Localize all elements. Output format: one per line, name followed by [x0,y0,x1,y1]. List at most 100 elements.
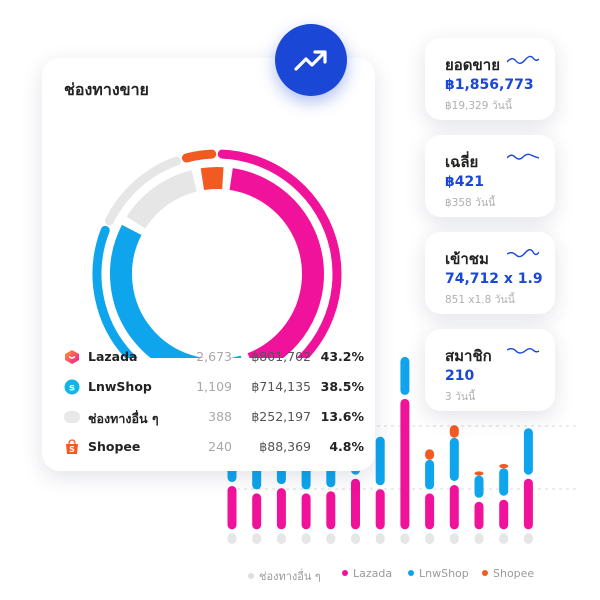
bar-LnwShop [499,468,509,496]
channel-amount: ฿252,197 [251,409,311,424]
bar-Shopee [499,464,509,469]
bar-ช่องทางอื่น ๆ [326,533,336,544]
stat-value: 210 [445,368,475,384]
channel-percent: 13.6% [320,409,364,424]
stat-today: 851 x1.8 วันนี้ [445,294,515,306]
channels-title: ช่องทางขาย [64,80,149,99]
shopee-icon: S [66,439,78,454]
bar-Shopee [474,471,484,476]
bar-ช่องทางอื่น ๆ [301,533,311,544]
stat-title: เข้าชม [445,250,489,268]
bar-ช่องทางอื่น ๆ [252,533,262,544]
stat-card-members[interactable]: สมาชิก 210 3 วันนี้ [425,329,555,411]
bar-Lazada [227,486,237,530]
donut-slice-inner-Shopee[interactable] [200,167,224,191]
channel-row-shopee[interactable]: S Shopee 240 ฿88,369 4.8% [64,436,364,458]
bar-Lazada [400,398,410,530]
bar-ช่องทางอื่น ๆ [400,533,410,544]
sparkline-icon [507,153,539,160]
legend-item-other: ช่องทางอื่น ๆ [248,567,321,585]
bar-Lazada [326,491,336,530]
channel-row-lazada[interactable]: Lazada 2,673 ฿801,702 43.2% [64,346,364,368]
legend-item-lazada: Lazada [342,567,392,580]
bar-Lazada [523,478,533,530]
stat-card-visits[interactable]: เข้าชม 74,712 x 1.9 851 x1.8 วันนี้ [425,232,555,314]
bar-ช่องทางอื่น ๆ [227,533,237,544]
channel-row-lnwshop[interactable]: s LnwShop 1,109 ฿714,135 38.5% [64,376,364,398]
channel-name: Lazada [88,349,138,364]
channel-amount: ฿88,369 [259,439,311,454]
trending-up-icon [294,50,327,71]
other-channel-icon [64,411,80,423]
bar-Shopee [425,449,435,460]
stat-value: ฿1,856,773 [445,77,534,93]
bar-Lazada [449,485,459,530]
sparkline-icon [507,249,539,258]
stat-title: เฉลี่ย [445,153,479,171]
bar-Lazada [474,501,484,530]
svg-text:S: S [69,445,75,454]
stat-today: ฿358 วันนี้ [445,197,496,209]
channel-amount: ฿714,135 [251,379,311,394]
bar-Lazada [301,493,311,530]
bar-Lazada [375,489,385,530]
channel-name: LnwShop [88,379,152,394]
bar-LnwShop [523,428,533,475]
channel-count: 2,673 [196,349,232,364]
donut-slice-inner-LnwShop[interactable] [110,224,244,358]
channels-donut-chart [92,149,342,358]
bar-ช่องทางอื่น ๆ [375,533,385,544]
channel-amount: ฿801,702 [251,349,311,364]
channel-name: ช่องทางอื่น ๆ [88,411,159,426]
stat-card-sales[interactable]: ยอดขาย ฿1,856,773 ฿19,329 วันนี้ [425,38,555,120]
bar-LnwShop [474,475,484,498]
stat-title: สมาชิก [445,347,492,365]
sparkline-icon [507,348,539,354]
channel-row-other[interactable]: ช่องทางอื่น ๆ 388 ฿252,197 13.6% [64,406,364,428]
channel-percent: 4.8% [329,439,364,454]
svg-text:s: s [69,383,75,394]
donut-slice-outer-Lazada[interactable] [217,149,342,358]
bar-ช่องทางอื่น ๆ [523,533,533,544]
donut-slice-outer-Shopee[interactable] [181,149,217,163]
channel-percent: 38.5% [320,379,364,394]
sparkline-icon [507,55,539,64]
stat-today: ฿19,329 วันนี้ [445,100,513,112]
lnwshop-icon: s [64,379,80,395]
donut-slice-inner-Lazada[interactable] [229,168,324,358]
bar-LnwShop [449,437,459,481]
bar-ช่องทางอื่น ๆ [351,533,360,544]
bar-Lazada [499,499,509,530]
bar-Shopee [449,425,459,438]
channel-count: 388 [208,409,232,424]
stat-today: 3 วันนี้ [445,391,476,403]
donut-slice-outer-ช่องทางอื่น ๆ[interactable] [104,156,181,226]
bar-ช่องทางอื่น ๆ [499,533,509,544]
stat-value: 74,712 x 1.9 [445,271,543,287]
bar-ช่องทางอื่น ๆ [276,533,286,544]
legend-item-lnwshop: LnwShop [408,567,469,580]
bar-ช่องทางอื่น ๆ [449,533,459,544]
bar-Lazada [425,493,435,530]
donut-slice-outer-LnwShop[interactable] [92,225,262,358]
donut-slice-inner-ช่องทางอื่น ๆ[interactable] [126,170,198,229]
bar-ช่องทางอื่น ๆ [474,533,484,544]
lazada-icon [65,350,79,364]
stat-title: ยอดขาย [445,56,501,74]
channel-count: 1,109 [196,379,232,394]
stat-card-average[interactable]: เฉลี่ย ฿421 ฿358 วันนี้ [425,135,555,217]
bar-LnwShop [400,356,410,395]
stat-value: ฿421 [445,174,484,190]
bar-Lazada [276,488,286,530]
bar-LnwShop [425,459,435,490]
bar-ช่องทางอื่น ๆ [425,533,435,544]
trend-up-badge[interactable] [275,24,347,96]
bar-Lazada [252,493,262,530]
bar-Lazada [351,478,360,530]
bar-LnwShop [375,436,385,486]
legend-item-shopee: Shopee [482,567,534,580]
sales-channels-card: ช่องทางขาย Lazada 2,673 ฿801,702 43.2% s… [42,58,375,471]
channel-count: 240 [208,439,232,454]
channel-percent: 43.2% [320,349,364,364]
channel-name: Shopee [88,439,141,454]
